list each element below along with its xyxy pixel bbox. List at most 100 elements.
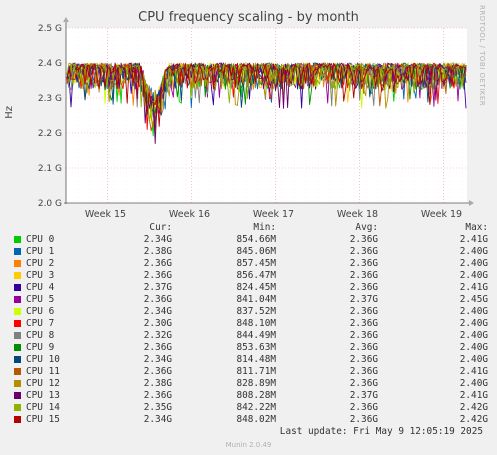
legend-max: 2.40G — [459, 246, 488, 257]
plot-background — [66, 28, 467, 203]
legend-cur: 2.30G — [143, 318, 172, 329]
legend-max: 2.41G — [459, 234, 488, 245]
legend-row: CPU 1 2.38G 845.06M 2.36G 2.40G — [12, 246, 492, 258]
legend-row: CPU 7 2.30G 848.10M 2.36G 2.40G — [12, 318, 492, 330]
legend-min: 842.22M — [236, 402, 276, 413]
y-tick-label: 2.0 G — [38, 199, 62, 209]
legend-min: 856.47M — [236, 270, 276, 281]
legend-series-name: CPU 1 — [26, 246, 55, 257]
chart-title: CPU frequency scaling - by month — [138, 10, 359, 25]
legend-swatch — [14, 392, 21, 399]
legend-max: 2.40G — [459, 270, 488, 281]
legend-series-name: CPU 7 — [26, 318, 55, 329]
legend-swatch — [14, 380, 21, 387]
legend-swatch — [14, 248, 21, 255]
legend-avg: 2.37G — [349, 390, 378, 401]
legend-cur: 2.38G — [143, 246, 172, 257]
legend-swatch — [14, 284, 21, 291]
legend-max: 2.40G — [459, 258, 488, 269]
legend-row: CPU 10 2.34G 814.48M 2.36G 2.40G — [12, 354, 492, 366]
legend-avg: 2.36G — [349, 366, 378, 377]
legend-cur: 2.34G — [143, 234, 172, 245]
legend-header: Cur: Min: Avg: Max: — [12, 222, 492, 234]
legend-min: 824.45M — [236, 282, 276, 293]
legend-min: 845.06M — [236, 246, 276, 257]
legend-cur: 2.34G — [143, 414, 172, 425]
y-tick-label: 2.2 G — [38, 129, 62, 139]
x-tick-label: Week 16 — [169, 209, 210, 220]
legend-avg: 2.36G — [349, 282, 378, 293]
legend-series-name: CPU 8 — [26, 330, 55, 341]
legend-avg: 2.36G — [349, 354, 378, 365]
legend-series-name: CPU 10 — [26, 354, 60, 365]
chart-plot: 2.0 G 2.1 G 2.2 G 2.3 G 2.4 G 2.5 G Week 15 Wee… — [38, 17, 474, 220]
legend-swatch — [14, 332, 21, 339]
legend-avg: 2.36G — [349, 306, 378, 317]
legend-max: 2.40G — [459, 342, 488, 353]
y-tick-label: 2.5 G — [38, 24, 62, 34]
rrdtool-credit: RRDTOOL / TOBI OETIKER — [478, 5, 486, 107]
legend-avg: 2.36G — [349, 342, 378, 353]
x-tick-label: Week 19 — [421, 209, 462, 220]
legend-cur: 2.32G — [143, 330, 172, 341]
legend-header-min: Min: — [253, 222, 276, 233]
legend-series-name: CPU 3 — [26, 270, 55, 281]
legend-row: CPU 3 2.36G 856.47M 2.36G 2.40G — [12, 270, 492, 282]
legend-swatch — [14, 368, 21, 375]
legend-avg: 2.36G — [349, 246, 378, 257]
legend-min: 857.45M — [236, 258, 276, 269]
y-tick-label: 2.3 G — [38, 94, 62, 104]
legend-cur: 2.35G — [143, 402, 172, 413]
legend-series-name: CPU 9 — [26, 342, 55, 353]
legend-avg: 2.36G — [349, 258, 378, 269]
legend-row: CPU 9 2.36G 853.63M 2.36G 2.40G — [12, 342, 492, 354]
legend-min: 854.66M — [236, 234, 276, 245]
munin-version: Munin 2.0.49 — [225, 441, 272, 449]
legend-cur: 2.36G — [143, 342, 172, 353]
x-tick-label: Week 17 — [253, 209, 294, 220]
legend-row: CPU 11 2.36G 811.71M 2.36G 2.41G — [12, 366, 492, 378]
legend-series-name: CPU 13 — [26, 390, 60, 401]
legend-max: 2.42G — [459, 402, 488, 413]
legend-swatch — [14, 404, 21, 411]
legend-min: 808.28M — [236, 390, 276, 401]
legend-max: 2.45G — [459, 294, 488, 305]
legend-series-name: CPU 2 — [26, 258, 55, 269]
legend-series-name: CPU 12 — [26, 378, 60, 389]
series-line — [66, 62, 467, 127]
legend-max: 2.40G — [459, 378, 488, 389]
legend-swatch — [14, 236, 21, 243]
legend-max: 2.41G — [459, 366, 488, 377]
legend-header-cur: Cur: — [149, 222, 172, 233]
legend-swatch — [14, 308, 21, 315]
legend-avg: 2.36G — [349, 414, 378, 425]
x-tick-label: Week 15 — [85, 209, 126, 220]
legend-row: CPU 12 2.38G 828.89M 2.36G 2.40G — [12, 378, 492, 390]
legend-min: 841.04M — [236, 294, 276, 305]
legend-series-name: CPU 15 — [26, 414, 60, 425]
legend-row: CPU 6 2.34G 837.52M 2.36G 2.40G — [12, 306, 492, 318]
legend-cur: 2.36G — [143, 258, 172, 269]
legend-series-name: CPU 4 — [26, 282, 55, 293]
legend-row: CPU 0 2.34G 854.66M 2.36G 2.41G — [12, 234, 492, 246]
legend-row: CPU 5 2.36G 841.04M 2.37G 2.45G — [12, 294, 492, 306]
legend-series-name: CPU 6 — [26, 306, 55, 317]
legend-series-name: CPU 14 — [26, 402, 60, 413]
legend-cur: 2.36G — [143, 366, 172, 377]
legend-row: CPU 8 2.32G 844.49M 2.36G 2.40G — [12, 330, 492, 342]
legend-min: 814.48M — [236, 354, 276, 365]
legend-cur: 2.34G — [143, 354, 172, 365]
legend-max: 2.41G — [459, 282, 488, 293]
series-line — [66, 62, 467, 144]
legend-cur: 2.38G — [143, 378, 172, 389]
legend-max: 2.42G — [459, 414, 488, 425]
legend-avg: 2.37G — [349, 294, 378, 305]
legend-avg: 2.36G — [349, 330, 378, 341]
legend-swatch — [14, 260, 21, 267]
legend-header-avg: Avg: — [355, 222, 378, 233]
legend-swatch — [14, 320, 21, 327]
legend-max: 2.40G — [459, 306, 488, 317]
legend-row: CPU 4 2.37G 824.45M 2.36G 2.41G — [12, 282, 492, 294]
x-axis-arrow — [469, 200, 474, 206]
